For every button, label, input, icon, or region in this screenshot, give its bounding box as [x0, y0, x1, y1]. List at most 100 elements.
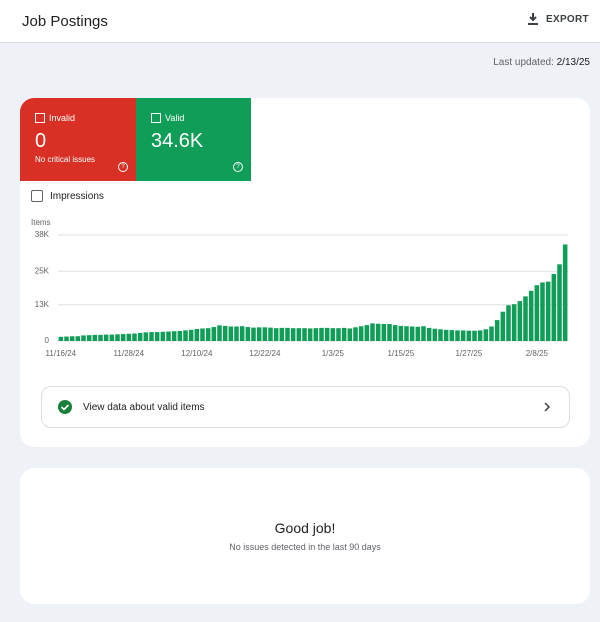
bar	[387, 323, 392, 341]
bar	[409, 326, 415, 341]
status-title: Good job!	[274, 520, 336, 536]
bar	[98, 334, 103, 341]
bar	[200, 328, 205, 341]
bar	[149, 332, 154, 341]
invalid-header: Invalid	[35, 113, 75, 123]
invalid-label: Invalid	[49, 113, 76, 123]
bar	[126, 333, 132, 341]
bar	[438, 329, 443, 341]
x-tick-label: 1/3/25	[322, 349, 345, 358]
bar	[375, 323, 381, 341]
bar	[392, 325, 398, 341]
x-tick-label: 11/16/24	[46, 349, 77, 358]
bar	[279, 327, 285, 341]
bar	[455, 330, 460, 341]
bar	[166, 331, 171, 341]
bar	[341, 327, 347, 341]
bar	[103, 334, 109, 341]
bar	[245, 327, 251, 341]
bar	[268, 327, 273, 341]
last-updated: Last updated: 2/13/25	[493, 57, 590, 68]
bar	[290, 328, 296, 341]
y-tick-label: 0	[45, 336, 50, 345]
bar	[222, 325, 228, 341]
bar	[477, 330, 483, 341]
bar	[302, 328, 307, 341]
bar	[120, 334, 126, 341]
invalid-tile[interactable]: Invalid 0 No critical issues ?	[20, 98, 136, 181]
bar	[324, 327, 330, 341]
bar	[188, 329, 194, 341]
check-icon	[58, 400, 72, 414]
summary-card: Invalid 0 No critical issues ? Valid 34.…	[20, 98, 590, 447]
bar	[353, 327, 358, 341]
bar	[511, 304, 517, 341]
bar	[364, 325, 370, 341]
bar	[132, 333, 137, 341]
help-icon[interactable]: ?	[233, 162, 243, 172]
checkbox-icon	[35, 113, 45, 123]
bar	[177, 330, 183, 341]
y-tick-label: 25K	[35, 266, 50, 275]
export-label: EXPORT	[546, 13, 589, 25]
bar	[64, 336, 69, 341]
last-updated-label: Last updated:	[493, 57, 554, 68]
bar	[483, 329, 489, 341]
y-tick-label: 13K	[35, 300, 50, 309]
bar	[211, 327, 217, 341]
bar	[285, 327, 290, 341]
bar	[251, 327, 256, 341]
bar	[205, 328, 211, 341]
bar	[239, 326, 245, 341]
bar	[398, 325, 404, 341]
bar	[313, 328, 319, 341]
bar	[75, 336, 81, 341]
checkbox-icon	[151, 113, 161, 123]
bar	[217, 325, 222, 341]
header: Job Postings EXPORT	[0, 0, 600, 43]
y-tick-label: 38K	[35, 230, 50, 239]
bar	[494, 320, 500, 341]
bar	[228, 326, 234, 341]
bar	[449, 330, 455, 341]
bar	[460, 330, 466, 341]
bar	[137, 332, 143, 341]
impressions-toggle[interactable]: Impressions	[31, 190, 104, 202]
bar	[506, 305, 511, 341]
bar	[528, 290, 534, 341]
bar	[307, 328, 313, 341]
bar	[183, 330, 188, 341]
bar	[86, 335, 92, 341]
chart: Items 0 13K 25K 38K 11/16/24 11/28/24 12/10/24 1…	[31, 218, 568, 358]
bar	[296, 328, 302, 341]
bar	[517, 301, 523, 341]
bar	[262, 327, 268, 341]
valid-tile[interactable]: Valid 34.6K ?	[136, 98, 251, 181]
help-icon[interactable]: ?	[118, 162, 128, 172]
x-tick-label: 12/22/24	[249, 349, 281, 358]
download-icon	[528, 13, 538, 25]
x-tick-label: 11/28/24	[114, 349, 145, 358]
bar	[540, 282, 545, 341]
bar	[234, 326, 239, 341]
bar	[58, 336, 64, 341]
last-updated-date: 2/13/25	[556, 57, 590, 68]
bar	[557, 264, 562, 341]
bar	[545, 281, 551, 341]
bar	[426, 327, 432, 341]
bar	[421, 326, 426, 341]
bar	[319, 327, 324, 341]
bar	[347, 328, 353, 341]
bar	[154, 332, 160, 341]
bar	[143, 332, 149, 341]
bar	[432, 328, 438, 341]
bar	[551, 274, 557, 341]
bar	[562, 244, 568, 341]
bar	[194, 329, 200, 341]
valid-items-link[interactable]: View data about valid items	[41, 386, 570, 428]
bar	[256, 327, 262, 341]
bar	[489, 326, 494, 341]
bar	[69, 336, 75, 341]
export-button[interactable]: EXPORT	[528, 13, 589, 25]
